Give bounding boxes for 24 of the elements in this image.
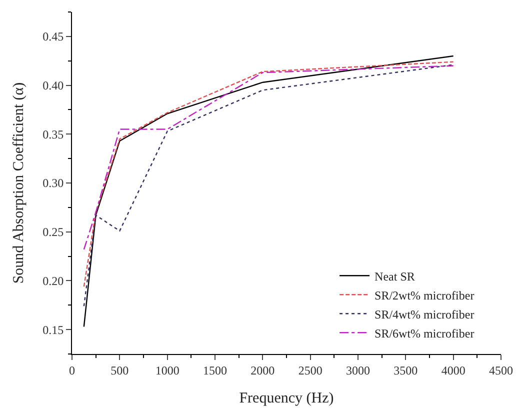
x-tick-label: 2000 bbox=[250, 363, 275, 378]
line-series bbox=[83, 65, 454, 250]
legend-label: SR/2wt% microfiber bbox=[374, 288, 474, 302]
legend-label: Neat SR bbox=[374, 269, 415, 284]
y-tick-label: 0.45 bbox=[42, 30, 64, 44]
y-tick-label: 0.20 bbox=[42, 274, 64, 288]
x-tick-label: 0 bbox=[69, 363, 75, 378]
x-tick-label: 2500 bbox=[298, 363, 322, 378]
y-tick-label: 0.25 bbox=[42, 225, 64, 240]
x-tick-label: 3000 bbox=[346, 363, 370, 378]
x-tick-label: 3500 bbox=[394, 363, 418, 378]
x-axis-title: Frequency (Hz) bbox=[239, 390, 334, 406]
x-tick-label: 4500 bbox=[489, 363, 513, 378]
legend-label: SR/6wt% microfiber bbox=[374, 326, 474, 340]
y-axis-title: Sound Absorption Coefficient (α) bbox=[10, 82, 27, 284]
x-tick-label: 1000 bbox=[155, 363, 180, 378]
x-tick-label: 4000 bbox=[441, 363, 466, 378]
y-tick-label: 0.40 bbox=[42, 78, 64, 92]
y-tick-label: 0.35 bbox=[42, 127, 64, 142]
x-tick-label: 500 bbox=[110, 363, 129, 378]
y-tick-label: 0.15 bbox=[42, 322, 64, 337]
y-tick-label: 0.30 bbox=[42, 176, 64, 190]
legend-label: SR/4wt% microfiber bbox=[374, 307, 474, 322]
x-tick-label: 1500 bbox=[203, 363, 227, 378]
